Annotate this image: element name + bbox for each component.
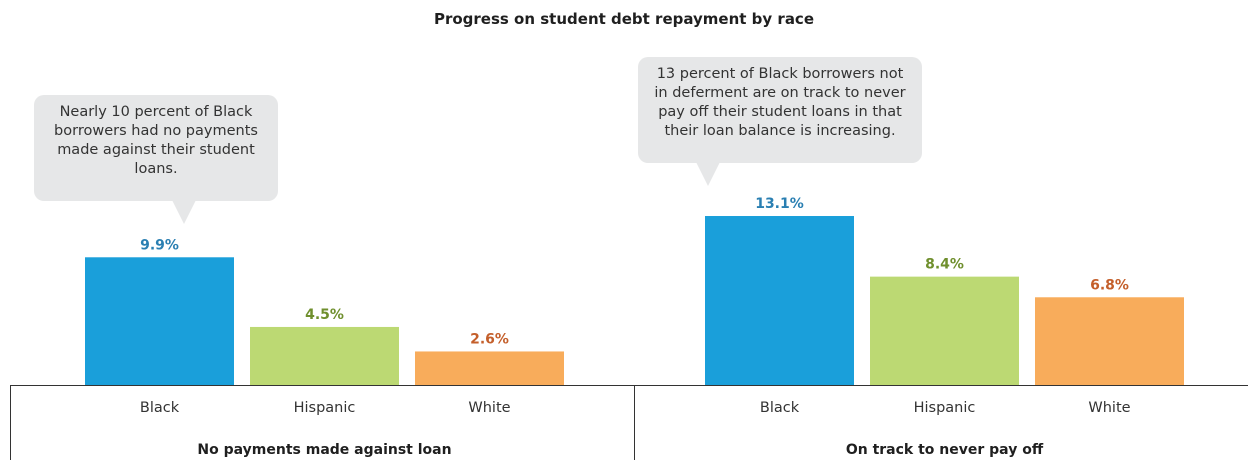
bar-black — [85, 257, 234, 385]
callout-no-payments: Nearly 10 percent of Black borrowers had… — [34, 95, 278, 224]
data-label: 2.6% — [470, 331, 509, 347]
x-tick-label: White — [468, 400, 510, 416]
x-tick-label: White — [1088, 400, 1130, 416]
x-tick-label: Black — [140, 400, 180, 416]
x-tick-label: Hispanic — [914, 400, 976, 416]
callout-tail — [696, 162, 720, 186]
x-tick-label: Black — [760, 400, 800, 416]
x-tick-label: Hispanic — [294, 400, 356, 416]
chart-title: Progress on student debt repayment by ra… — [433, 10, 815, 28]
data-label: 6.8% — [1090, 277, 1129, 293]
data-label: 4.5% — [305, 307, 344, 323]
callout-never-pay-off-text: 13 percent of Black borrowers not in def… — [654, 66, 906, 139]
data-label: 8.4% — [925, 257, 964, 273]
bar-white — [415, 351, 564, 385]
callout-never-pay-off: 13 percent of Black borrowers not in def… — [638, 57, 922, 186]
callout-tail — [172, 200, 196, 224]
data-label: 13.1% — [755, 196, 804, 212]
group-label: No payments made against loan — [197, 442, 451, 458]
data-label: 9.9% — [140, 237, 179, 253]
callout-no-payments-text: Nearly 10 percent of Black borrowers had… — [54, 104, 258, 177]
bar-hispanic — [250, 326, 399, 385]
group-label: On track to never pay off — [846, 442, 1044, 458]
bar-hispanic — [870, 276, 1019, 385]
bar-black — [705, 216, 854, 385]
bar-white — [1035, 297, 1184, 385]
